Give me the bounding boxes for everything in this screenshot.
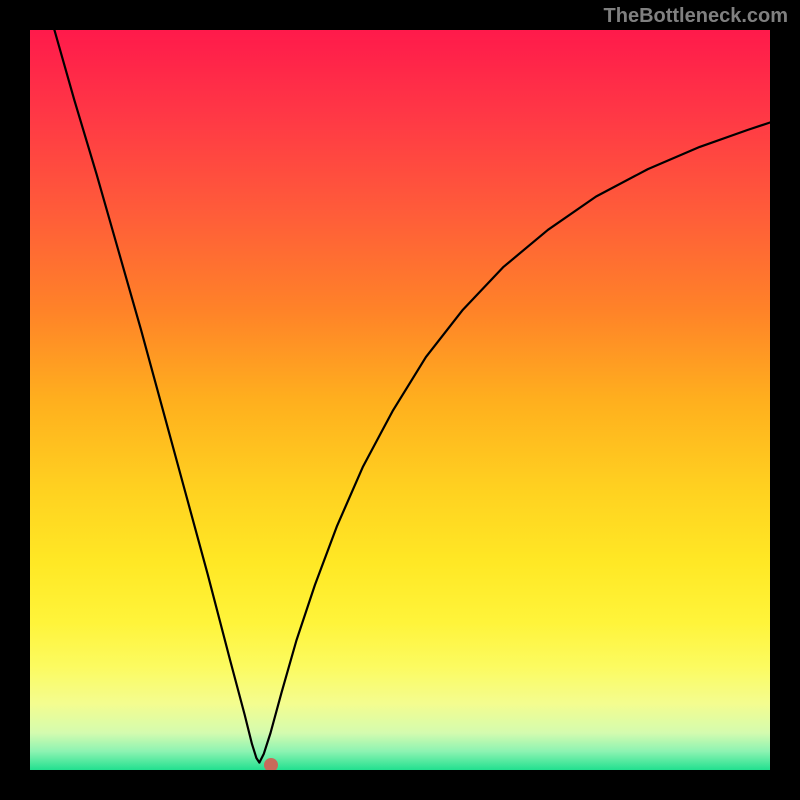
optimal-point-marker	[264, 758, 278, 770]
frame-border-left	[0, 0, 30, 800]
bottleneck-chart	[30, 30, 770, 770]
chart-svg	[30, 30, 770, 770]
frame-border-right	[770, 0, 800, 800]
frame-border-bottom	[0, 770, 800, 800]
watermark-text: TheBottleneck.com	[604, 5, 788, 28]
